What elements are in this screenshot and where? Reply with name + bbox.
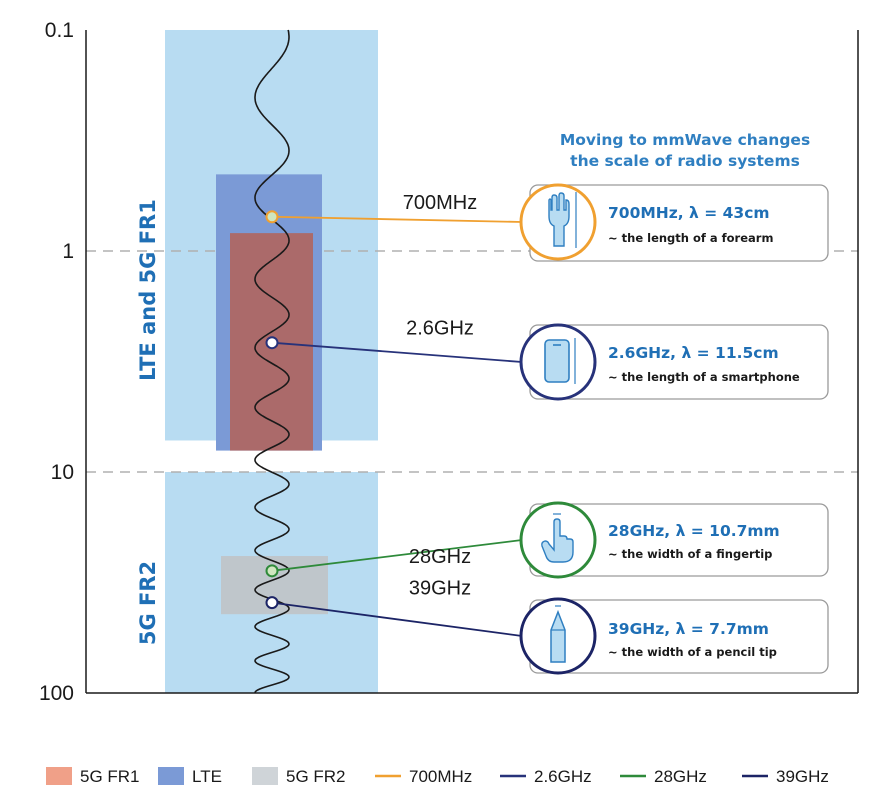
legend-label: 5G FR1 [80, 767, 140, 786]
legend-label: 28GHz [654, 767, 707, 786]
frequency-label: 700MHz [403, 192, 477, 214]
card-subtitle: ~ the width of a fingertip [608, 547, 772, 561]
pointing-finger-icon [541, 513, 574, 563]
legend-label: LTE [192, 767, 222, 786]
frequency-marker [265, 564, 279, 578]
frequency-label: 39GHz [409, 578, 471, 600]
legend-item: 39GHz [742, 767, 829, 786]
lte-fr1-band-label: LTE and 5G FR1 [136, 199, 160, 381]
y-tick-label: 100 [39, 682, 74, 705]
connector-39ghz: 39GHz [265, 578, 523, 637]
headline-line-1: Moving to mmWave changes [560, 131, 810, 149]
connector-line [271, 341, 523, 363]
y-tick-label: 1 [62, 240, 74, 263]
legend-swatch [158, 767, 184, 785]
card-28ghz: 28GHz, λ = 10.7mm ~ the width of a finge… [519, 501, 829, 579]
legend-swatch [46, 767, 72, 785]
y-tick-label: 10 [51, 461, 74, 484]
card-39ghz: 39GHz, λ = 7.7mm ~ the width of a pencil… [519, 597, 829, 675]
frequency-marker [265, 210, 279, 224]
card-subtitle: ~ the length of a forearm [608, 231, 773, 245]
fr2-band-label: 5G FR2 [136, 561, 160, 645]
frequency-connectors: 700MHz 2.6GHz 28GHz 39GHz [265, 192, 523, 637]
raised-arm-icon [548, 192, 577, 248]
card-title: 700MHz, λ = 43cm [608, 204, 770, 222]
legend-swatch [252, 767, 278, 785]
frequency-marker [265, 596, 279, 610]
y-tick-label: 0.1 [45, 19, 74, 42]
connector-28ghz: 28GHz [265, 539, 523, 578]
legend-label: 39GHz [776, 767, 829, 786]
frequency-marker [265, 336, 279, 350]
headline-line-2: the scale of radio systems [570, 152, 800, 170]
card-title: 28GHz, λ = 10.7mm [608, 522, 780, 540]
wavelength-cards: 700MHz, λ = 43cm ~ the length of a forea… [519, 183, 829, 675]
frequency-label: 2.6GHz [406, 318, 474, 340]
legend-label: 700MHz [409, 767, 472, 786]
connector-line [271, 539, 523, 572]
connector-line [271, 601, 523, 637]
legend: 5G FR1 LTE 5G FR2 700MHz 2.6GHz 28GHz 39GHz [46, 767, 829, 786]
smartphone-icon [544, 338, 576, 384]
legend-item: 5G FR2 [252, 767, 346, 786]
card-700mhz: 700MHz, λ = 43cm ~ the length of a forea… [519, 183, 829, 262]
legend-item: 700MHz [375, 767, 472, 786]
legend-item: 5G FR1 [46, 767, 140, 786]
legend-item: 2.6GHz [500, 767, 592, 786]
card-2-6ghz: 2.6GHz, λ = 11.5cm ~ the length of a sma… [519, 323, 829, 401]
connector-2-6ghz: 2.6GHz [265, 318, 523, 363]
legend-item: LTE [158, 767, 222, 786]
frequency-label: 28GHz [409, 546, 471, 568]
card-subtitle: ~ the width of a pencil tip [608, 645, 777, 659]
connector-700mhz: 700MHz [265, 192, 523, 224]
card-title: 39GHz, λ = 7.7mm [608, 620, 769, 638]
legend-item: 28GHz [620, 767, 707, 786]
pencil-tip-icon [550, 605, 566, 663]
connector-line [271, 215, 523, 223]
card-title: 2.6GHz, λ = 11.5cm [608, 344, 779, 362]
legend-label: 5G FR2 [286, 767, 346, 786]
card-subtitle: ~ the length of a smartphone [608, 370, 800, 384]
legend-label: 2.6GHz [534, 767, 592, 786]
wave-curve [254, 29, 290, 694]
